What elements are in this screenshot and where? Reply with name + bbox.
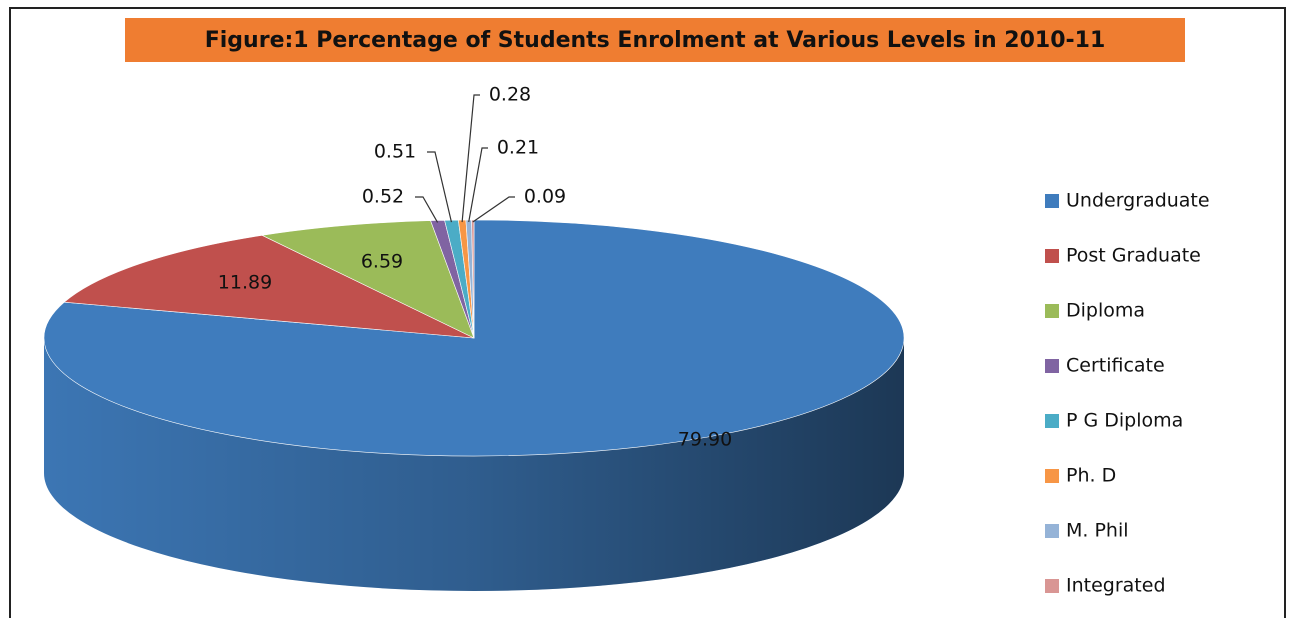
legend-label: Integrated [1066,575,1166,597]
legend-swatch [1045,194,1059,208]
data-label: 79.90 [678,429,732,451]
leader-line [415,196,439,223]
legend-swatch [1045,414,1059,428]
leader-line [472,196,515,223]
pie-side-shade [44,338,904,591]
pie-slice [261,220,475,339]
data-label: 0.51 [374,141,416,163]
legend-label: Post Graduate [1066,245,1201,267]
legend-swatch [1045,524,1059,538]
legend-label: Undergraduate [1066,190,1210,212]
frame [9,7,1286,618]
legend-swatch [1045,304,1059,318]
legend-swatch [1045,579,1059,593]
legend-label: Diploma [1066,300,1145,322]
legend-label: M. Phil [1066,520,1129,542]
data-label: 6.59 [361,251,403,273]
labels: 79.90 11.89 6.59 0.52 0.51 0.28 0.21 0.09 [218,84,732,451]
legend: Undergraduate Post Graduate Diploma Certifi… [1045,190,1210,597]
pie-slice [63,235,475,339]
legend-label: P G Diploma [1066,410,1183,432]
legend-label: Ph. D [1066,465,1116,487]
pie [43,219,905,591]
leader-line [461,94,480,223]
pie-slice [471,219,475,339]
legend-swatch [1045,469,1059,483]
data-label: 0.09 [524,186,566,208]
data-label: 0.28 [489,84,531,106]
legend-label: Certificate [1066,355,1165,377]
leader-line [427,151,453,223]
data-label: 0.21 [497,137,539,159]
legend-swatch [1045,359,1059,373]
chart-title: Figure:1 Percentage of Students Enrolmen… [205,28,1106,53]
legend-swatch [1045,249,1059,263]
leader-line [468,147,488,223]
title-box [125,18,1185,62]
data-label: 11.89 [218,272,272,294]
data-label: 0.52 [362,186,404,208]
